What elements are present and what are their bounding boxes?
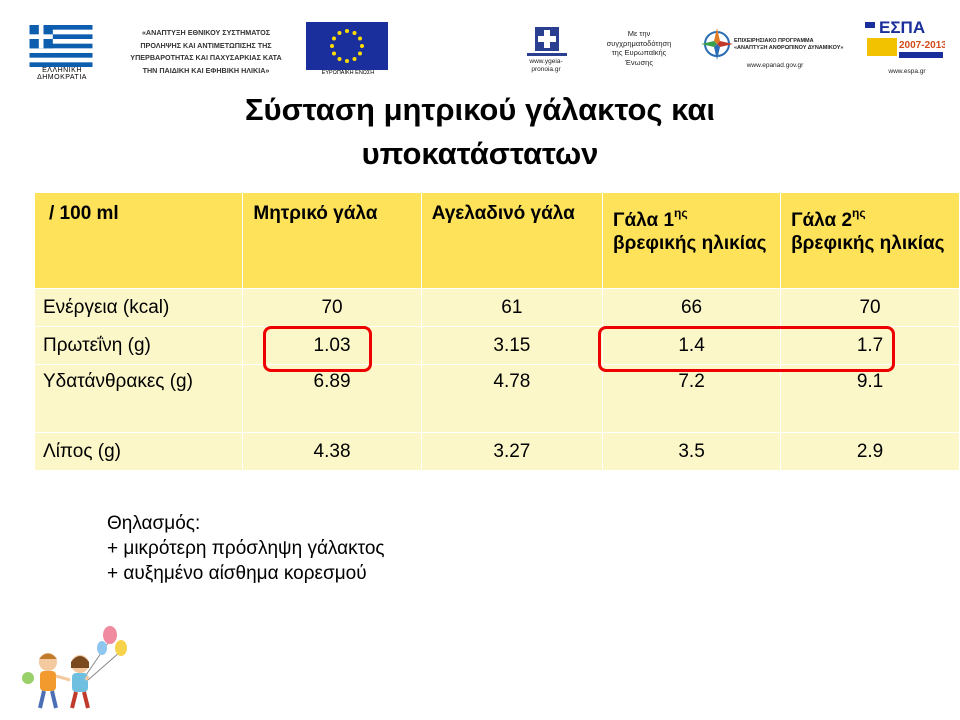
eu-star-icon [337,57,342,61]
eu-star-icon [330,44,334,48]
eu-caption: ΕΥΡΩΠΑΪΚΗ ΕΝΩΣΗ [321,70,375,76]
epanad-url: www.epanad.gov.gr [746,62,804,69]
ygeia-cross-icon [527,27,567,56]
table-cell: 1.03 [242,326,422,365]
table-row: Υδατάνθρακες (g) 6.89 4.78 7.2 9.1 [33,364,960,433]
table-cell: 70 [780,288,960,327]
table-cell: 61 [420,288,604,327]
eu-star-icon [337,31,342,35]
table-cell: 3.27 [420,432,604,471]
eu-star-icon [360,44,364,48]
table-cell: 70 [242,288,422,327]
row-label: Υδατάνθρακες (g) [33,364,244,433]
table-cell: 66 [602,288,782,327]
header-unit: / 100 ml [33,192,244,289]
table-header-row: / 100 ml Μητρικό γάλα Αγελαδινό γάλα Γάλ… [33,192,960,289]
composition-table: / 100 ml Μητρικό γάλα Αγελαδινό γάλα Γάλ… [33,192,960,471]
espa-logo: ΕΣΠΑ 2007-2013 [865,16,947,66]
eu-star-icon [352,57,357,61]
epanad-title: ΕΠΙΧΕΙΡΗΣΙΑΚΟ ΠΡΟΓΡΑΜΜΑ «ΑΝΑΠΤΥΞΗ ΑΝΘΡΩΠ… [734,38,844,51]
eu-star-icon [345,29,349,33]
table-row: Λίπος (g) 4.38 3.27 3.5 2.9 [33,432,960,471]
breastfeeding-notes: Θηλασμός: + μικρότερη πρόσληψη γάλακτος … [107,511,385,586]
notes-item: + μικρότερη πρόσληψη γάλακτος [107,538,385,559]
espa-url: www.espa.gr [888,68,926,75]
row-label: Ενέργεια (kcal) [33,288,244,327]
composition-table-wrap: / 100 ml Μητρικό γάλα Αγελαδινό γάλα Γάλ… [33,192,960,471]
eu-star-icon [332,36,336,41]
table-cell: 4.38 [242,432,422,471]
header-follow-on-formula: Γάλα 2ης βρεφικής ηλικίας [780,192,960,289]
greek-flag-icon [29,25,93,67]
eu-star-icon [332,51,336,56]
table-cell: 7.2 [602,364,782,433]
ygeia-url: www.ygeia- pronoia.gr [529,58,563,73]
table-cell: 4.78 [420,364,604,433]
children-balloons-clipart [22,626,127,709]
table-cell: 9.1 [780,364,960,433]
greek-flag-caption: ΕΛΛΗΝΙΚΗ ΔΗΜΟΚΡΑΤΙΑ [37,67,87,81]
eu-star-icon [352,31,357,35]
epanad-compass-icon [701,28,733,60]
table-cell: 1.7 [780,326,960,365]
table-cell: 3.5 [602,432,782,471]
program-title: «ΑΝΑΠΤΥΞΗ ΕΘΝΙΚΟΥ ΣΥΣΤΗΜΑΤΟΣ ΠΡΟΛΗΨΗΣ ΚΑ… [130,28,282,75]
cofunding-note: Με την συγχρηματοδότηση της Ευρωπαϊκής Έ… [606,29,672,67]
header-infant-formula: Γάλα 1ης βρεφικής ηλικίας [602,192,782,289]
eu-star-icon [358,36,362,41]
eu-star-icon [358,51,362,56]
eu-flag-icon [306,22,388,70]
svg-text:2007-2013: 2007-2013 [899,40,945,51]
header-cow-milk: Αγελαδινό γάλα [420,192,604,289]
protein-breast-milk-highlight [263,326,372,372]
table-row: Πρωτεΐνη (g) 1.03 3.15 1.4 1.7 [33,326,960,365]
svg-text:ΕΣΠΑ: ΕΣΠΑ [879,18,925,37]
table-row: Ενέργεια (kcal) 70 61 66 70 [33,288,960,327]
logo-bar: ΕΛΛΗΝΙΚΗ ΔΗΜΟΚΡΑΤΙΑ «ΑΝΑΠΤΥΞΗ ΕΘΝΙΚΟΥ ΣΥ… [0,0,960,84]
row-label: Πρωτεΐνη (g) [33,326,244,365]
notes-item: + αυξημένο αίσθημα κορεσμού [107,563,367,584]
table-cell: 2.9 [780,432,960,471]
table-cell: 3.15 [420,326,604,365]
eu-star-icon [345,59,349,63]
notes-title: Θηλασμός: [107,513,201,534]
protein-formula-highlight [598,326,895,372]
slide-title: Σύσταση μητρικού γάλακτος και υποκατάστα… [244,92,716,171]
row-label: Λίπος (g) [33,432,244,471]
header-breast-milk: Μητρικό γάλα [242,192,422,289]
table-cell: 6.89 [242,364,422,433]
